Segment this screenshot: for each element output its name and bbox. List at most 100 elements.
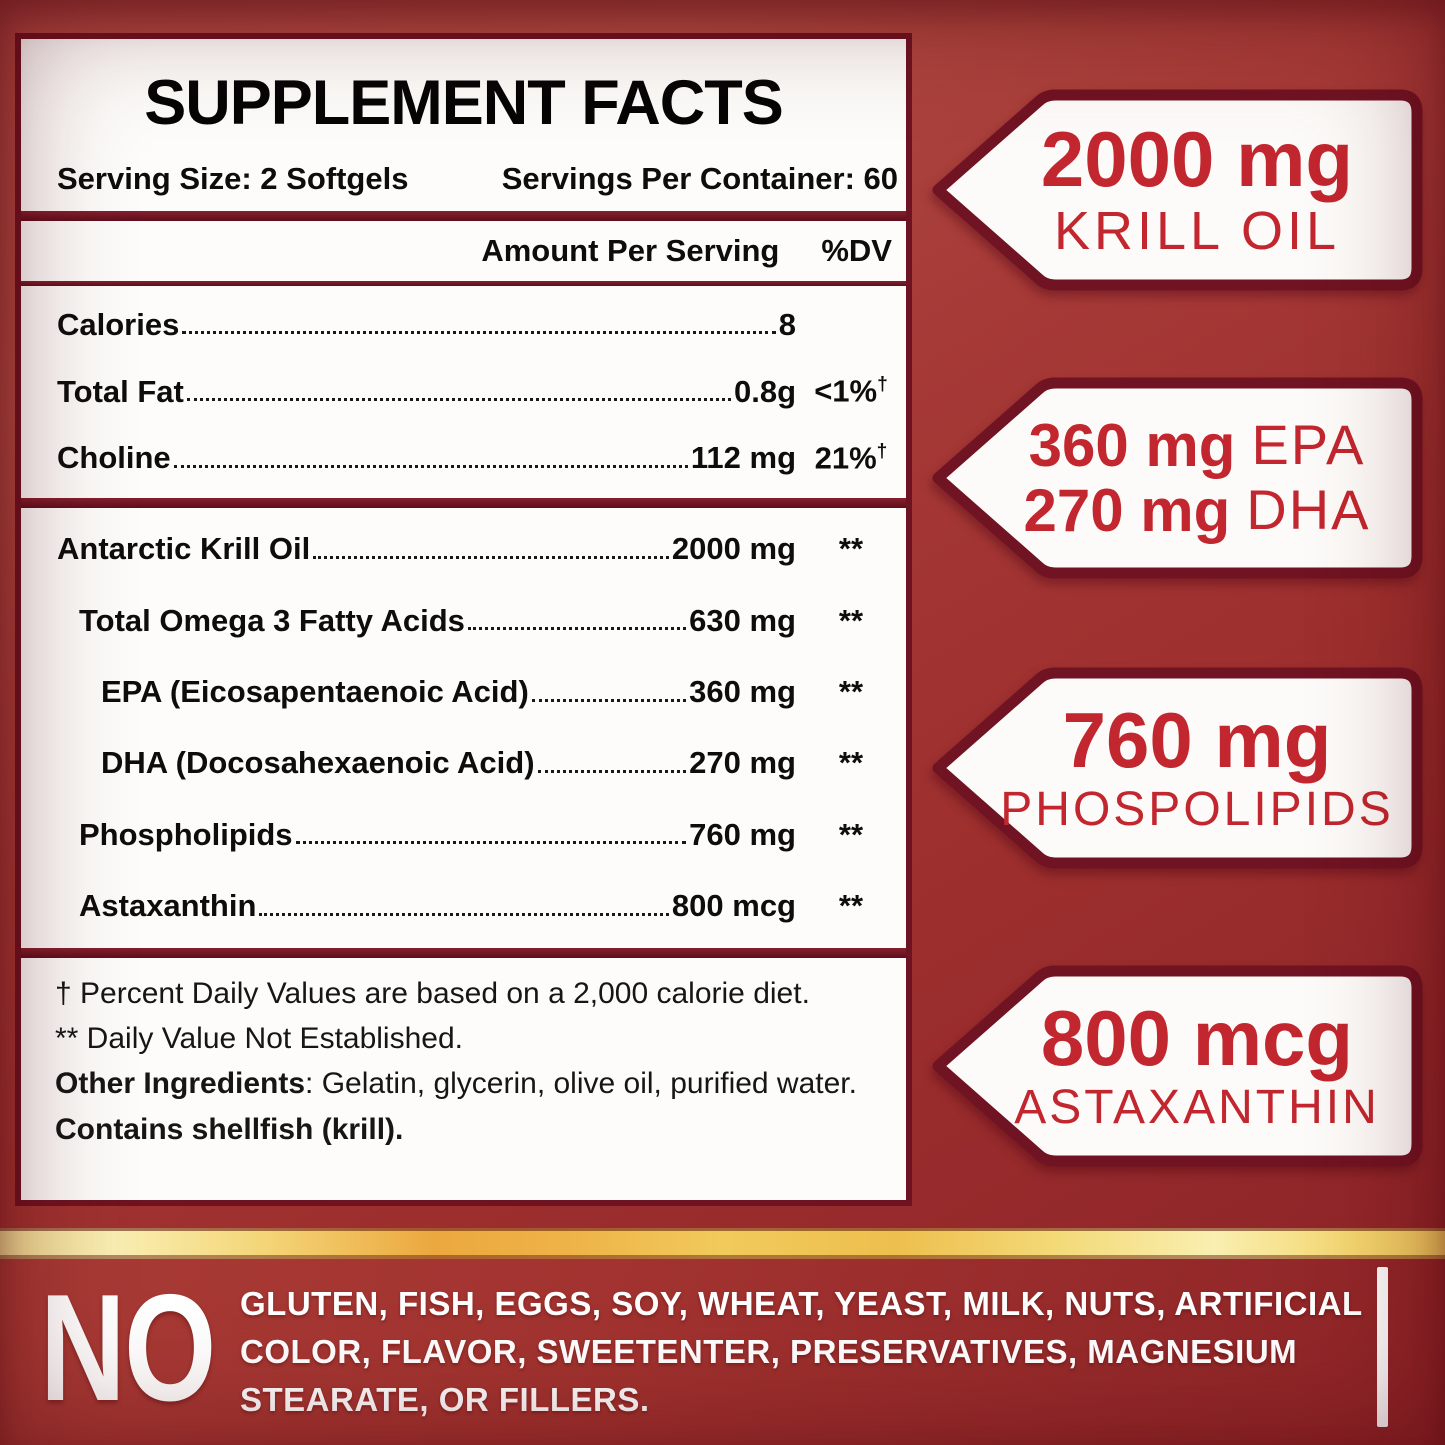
facts-header: SUPPLEMENT FACTS Serving Size: 2 Softgel… [21,39,906,211]
arrow-banner-shape [932,667,1423,869]
serving-size: Serving Size: 2 Softgels [57,161,409,196]
facts-row: Astaxanthin 800 mcg ** [21,888,906,924]
highlight-banner-3: 760 mg PHOSPOLIPIDS [928,660,1440,876]
facts-row: Antarctic Krill Oil 2000 mg ** [21,533,906,566]
column-dv: %DV [821,233,892,268]
no-list-line: COLOR, FLAVOR, SWEETENTER, PRESERVATIVES… [240,1333,1298,1370]
dot-leader [186,398,731,402]
row-amount: 360 mg [689,674,796,710]
footnote-line: † Percent Daily Values are based on a 2,… [55,977,810,1010]
facts-row: Phospholipids 760 mg ** [21,816,906,852]
dot-leader [531,698,687,702]
row-amount: 270 mg [689,745,796,781]
row-label: Phospholipids [79,816,293,852]
row-label: DHA (Docosahexaenoic Acid) [101,745,535,781]
facts-row: Calories 8 [21,306,906,342]
banner-text: 360 mg EPA 270 mg DHA [928,370,1440,586]
banner-amount: 800 mcg [1040,994,1354,1083]
banner-line: 360 mg EPA [1029,415,1366,476]
row-label: Antarctic Krill Oil [57,531,311,567]
servings-per-container: Servings Per Container: 60 [501,161,898,196]
banner-amount: 360 mg [1028,411,1236,479]
arrow-banner-shape [932,377,1423,579]
dot-leader [259,912,669,916]
row-dv: ** [838,602,864,638]
banner-nutrient: PHOSPOLIPIDS [1000,782,1394,836]
serving-row: Serving Size: 2 Softgels Servings Per Co… [21,161,906,197]
column-header-row: Amount Per Serving %DV [21,221,906,281]
row-amount: 2000 mg [671,531,796,567]
footnote-line: ** Daily Value Not Established. [55,1022,463,1056]
highlight-banner-2: 360 mg EPA 270 mg DHA [928,370,1440,586]
section-divider [21,211,906,221]
row-label: Total Fat [57,373,184,409]
banner-line: 760 mg [1063,700,1332,781]
row-label: Astaxanthin [79,888,257,924]
banner-text: 2000 mg KRILL OIL [928,82,1440,298]
no-list-line: STEARATE, OR FILLERS. [240,1381,650,1418]
banner-nutrient: DHA [1246,478,1371,542]
supplement-facts-panel: SUPPLEMENT FACTS Serving Size: 2 Softgel… [15,33,912,1206]
facts-rows-detail: Antarctic Krill Oil 2000 mg ** Total Omega … [21,508,906,948]
vertical-bar-decoration [1377,1267,1388,1427]
row-dv: 21%† [814,440,888,476]
row-label: Total Omega 3 Fatty Acids [79,602,465,638]
arrow-banner-shape [932,89,1423,291]
no-word: NO [40,1263,216,1433]
banner-line: ASTAXANTHIN [1014,1080,1380,1134]
row-label: Choline [57,440,171,476]
footnote-line: Contains shellfish (krill). [55,1112,404,1146]
row-dv: ** [838,888,864,924]
section-divider [21,281,906,286]
facts-row: Choline 112 mg 21%† [21,442,906,475]
facts-row: DHA (Docosahexaenoic Acid) 270 mg ** [21,747,906,780]
banner-nutrient: EPA [1251,413,1366,476]
dot-leader [313,555,669,559]
row-dv: ** [838,816,864,852]
dot-leader [537,769,687,773]
row-dv: ** [838,745,864,781]
banner-amount: 270 mg [1023,477,1231,544]
row-amount: 760 mg [689,816,796,852]
row-amount: 630 mg [689,602,796,638]
banner-line: KRILL OIL [1054,203,1340,260]
facts-title: SUPPLEMENT FACTS [144,68,784,138]
banner-text: 800 mcg ASTAXANTHIN [928,958,1440,1174]
row-amount: 800 mcg [671,888,796,924]
dot-leader [295,841,687,845]
no-ingredient-list: GLUTEN, FISH, EGGS, SOY, WHEAT, YEAST, M… [240,1280,1363,1424]
row-dv: <1%† [814,373,888,409]
banner-amount: 2000 mg [1040,114,1354,203]
row-dv: ** [838,531,864,567]
column-amount-per-serving: Amount Per Serving [481,233,780,268]
dot-leader [467,627,687,631]
row-label: Calories [57,306,180,342]
facts-row: Total Fat 0.8g <1%† [21,375,906,408]
facts-footnotes: † Percent Daily Values are based on a 2,… [21,958,906,1200]
banner-text: 760 mg PHOSPOLIPIDS [928,660,1440,876]
dot-leader [173,465,688,469]
dot-leader [182,331,776,335]
row-amount: 0.8g [733,373,796,409]
highlight-banner-1: 2000 mg KRILL OIL [928,82,1440,298]
banner-amount: 760 mg [1062,696,1332,785]
section-divider [21,498,906,508]
banner-line: 270 mg DHA [1023,480,1370,541]
banner-line: PHOSPOLIPIDS [1000,782,1394,836]
bottom-band: NO GLUTEN, FISH, EGGS, SOY, WHEAT, YEAST… [0,1258,1445,1445]
footnote-line: Other Ingredients: Gelatin, glycerin, ol… [55,1067,857,1101]
facts-rows-basic: Calories 8 Total Fat 0.8g <1%† Choline 112 mg 2… [21,286,906,498]
arrow-banner-shape [932,965,1423,1167]
facts-row: EPA (Eicosapentaenoic Acid) 360 mg ** [21,674,906,710]
banner-line: 800 mcg [1041,998,1353,1079]
highlight-banner-4: 800 mcg ASTAXANTHIN [928,958,1440,1174]
row-dv: ** [838,674,864,710]
banner-line: 2000 mg [1041,119,1353,200]
no-list-line: GLUTEN, FISH, EGGS, SOY, WHEAT, YEAST, M… [240,1285,1363,1322]
facts-row: Total Omega 3 Fatty Acids 630 mg ** [21,602,906,638]
banner-nutrient: KRILL OIL [1053,201,1341,262]
section-divider [21,948,906,958]
banner-nutrient: ASTAXANTHIN [1014,1080,1380,1134]
row-label: EPA (Eicosapentaenoic Acid) [101,674,529,710]
